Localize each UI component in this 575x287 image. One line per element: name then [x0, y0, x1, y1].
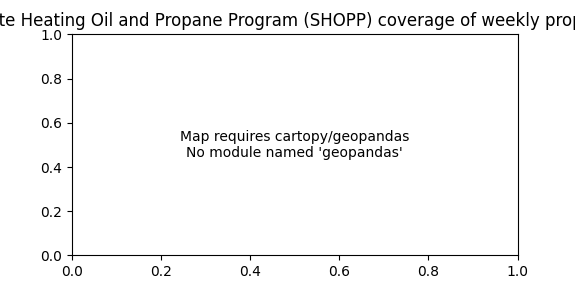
Title: EIA's  State Heating Oil and Propane Program (SHOPP) coverage of weekly propane : EIA's State Heating Oil and Propane Prog… [0, 12, 575, 30]
Text: Map requires cartopy/geopandas
No module named 'geopandas': Map requires cartopy/geopandas No module… [180, 130, 409, 160]
